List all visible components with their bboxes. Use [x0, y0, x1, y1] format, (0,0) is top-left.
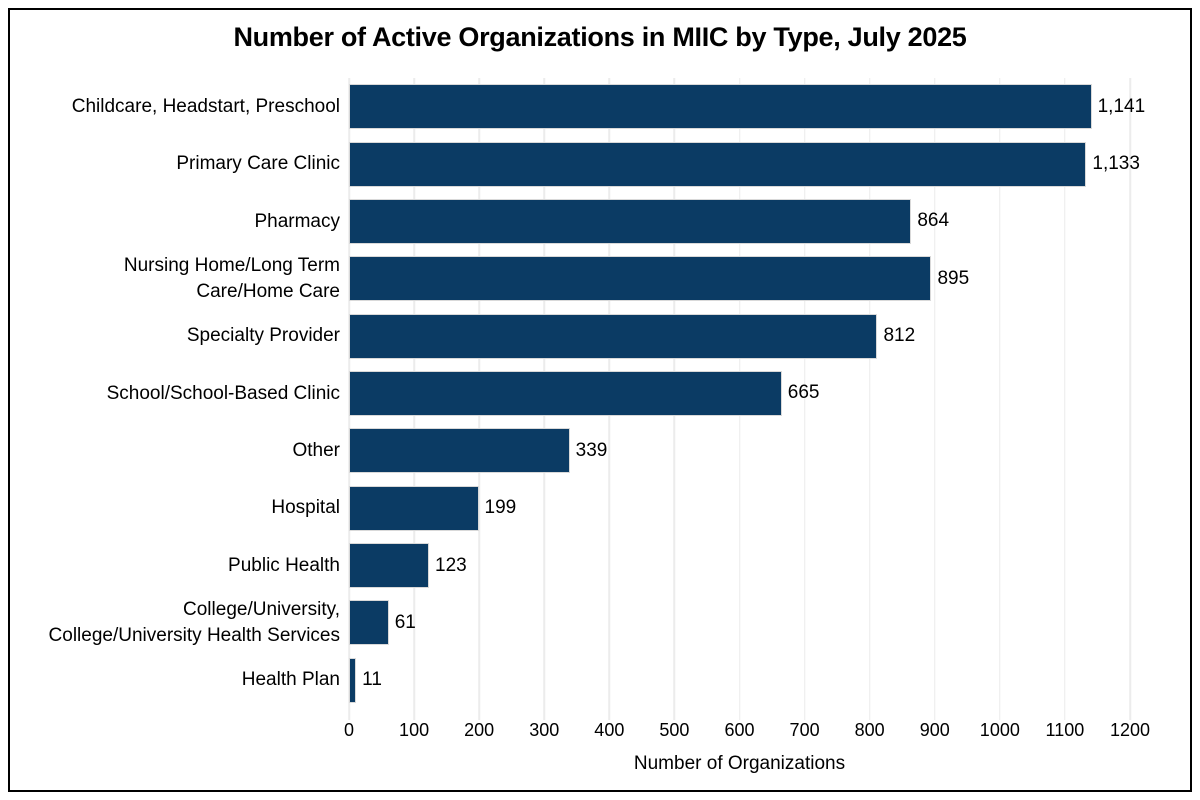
- value-label: 11: [362, 669, 382, 691]
- value-label: 665: [787, 382, 820, 404]
- x-tick-label: 200: [464, 720, 495, 740]
- bar: [349, 600, 389, 646]
- category-label: Specialty Provider: [186, 325, 340, 347]
- chart-frame: Number of Active Organizations in MIIC b…: [8, 8, 1192, 792]
- bar-row: Pharmacy 864: [254, 193, 1130, 250]
- bar: [349, 256, 932, 302]
- bar-row: School/School-Based Clinic 665: [107, 365, 1130, 422]
- bar: [349, 198, 912, 244]
- x-tick-label: 800: [854, 720, 885, 740]
- x-tick-label: 900: [919, 720, 950, 740]
- category-label: Pharmacy: [254, 210, 340, 232]
- value-label: 339: [575, 439, 608, 461]
- category-label: Nursing Home/Long Term Care/Home Care: [123, 255, 340, 302]
- bar: [349, 428, 570, 474]
- x-tick-label: 1000: [979, 720, 1020, 740]
- bar: [349, 141, 1087, 187]
- x-axis-ticks: 0 100 200 300 400 500 600 700 800 900 1000 1100 1200: [344, 720, 1150, 744]
- value-label: 123: [435, 554, 467, 576]
- plot-area: Childcare, Headstart, Preschool 1,141 Prim…: [49, 78, 1145, 720]
- category-label: Childcare, Headstart, Preschool: [71, 95, 340, 117]
- bar-row: Nursing Home/Long Term Care/Home Care 895: [124, 250, 1130, 307]
- value-label: 199: [484, 497, 517, 519]
- x-tick-label: 600: [724, 720, 755, 740]
- bar: [349, 485, 479, 531]
- gridline: [934, 78, 936, 720]
- bar: [349, 84, 1092, 130]
- category-label: Public Health: [228, 554, 340, 576]
- x-tick-label: 0: [343, 720, 355, 740]
- bar: [349, 313, 878, 359]
- bar: [349, 657, 357, 703]
- x-axis-title: Number of Organizations: [633, 753, 846, 774]
- x-tick-label: 100: [399, 720, 430, 740]
- category-label: Hospital: [271, 497, 340, 519]
- bar-row: Specialty Provider 812: [187, 307, 1130, 364]
- x-tick-label: 1100: [1045, 720, 1085, 740]
- value-label: 61: [394, 611, 416, 633]
- gridline: [868, 78, 871, 720]
- bar-row: Childcare, Headstart, Preschool 1,141: [72, 78, 1145, 135]
- value-label: 812: [883, 325, 916, 347]
- bar-row: Other 339: [292, 422, 1130, 479]
- value-label: 895: [937, 267, 970, 289]
- gridline: [999, 78, 1001, 720]
- category-label: School/School-Based Clinic: [106, 382, 340, 404]
- category-label: Health Plan: [241, 669, 340, 691]
- category-label: Primary Care Clinic: [176, 153, 340, 175]
- bar-row: Public Health 123: [228, 537, 1130, 594]
- bar-row: Hospital 199: [271, 480, 1130, 537]
- x-tick-label: 400: [594, 720, 625, 740]
- bar: [349, 370, 782, 416]
- gridline: [1064, 78, 1066, 720]
- gridline: [1129, 78, 1131, 720]
- bar-rows: Childcare, Headstart, Preschool 1,141 Prim…: [49, 78, 1145, 709]
- gridline: [803, 78, 806, 720]
- x-tick-label: 300: [529, 720, 560, 740]
- x-tick-label: 700: [789, 720, 820, 740]
- category-label: College/University, College/University H…: [48, 599, 340, 646]
- value-label: 864: [917, 210, 950, 232]
- chart-title: Number of Active Organizations in MIIC b…: [233, 22, 967, 52]
- bar-row: College/University, College/University H…: [49, 594, 1130, 651]
- x-tick-label: 500: [659, 720, 690, 740]
- value-label: 1,133: [1092, 153, 1140, 175]
- bar-row: Health Plan 11: [242, 652, 1130, 709]
- bar: [349, 543, 430, 589]
- bar-row: Primary Care Clinic 1,133: [176, 135, 1140, 192]
- x-tick-label: 1200: [1109, 720, 1151, 740]
- value-label: 1,141: [1097, 95, 1146, 117]
- category-label: Other: [292, 440, 340, 461]
